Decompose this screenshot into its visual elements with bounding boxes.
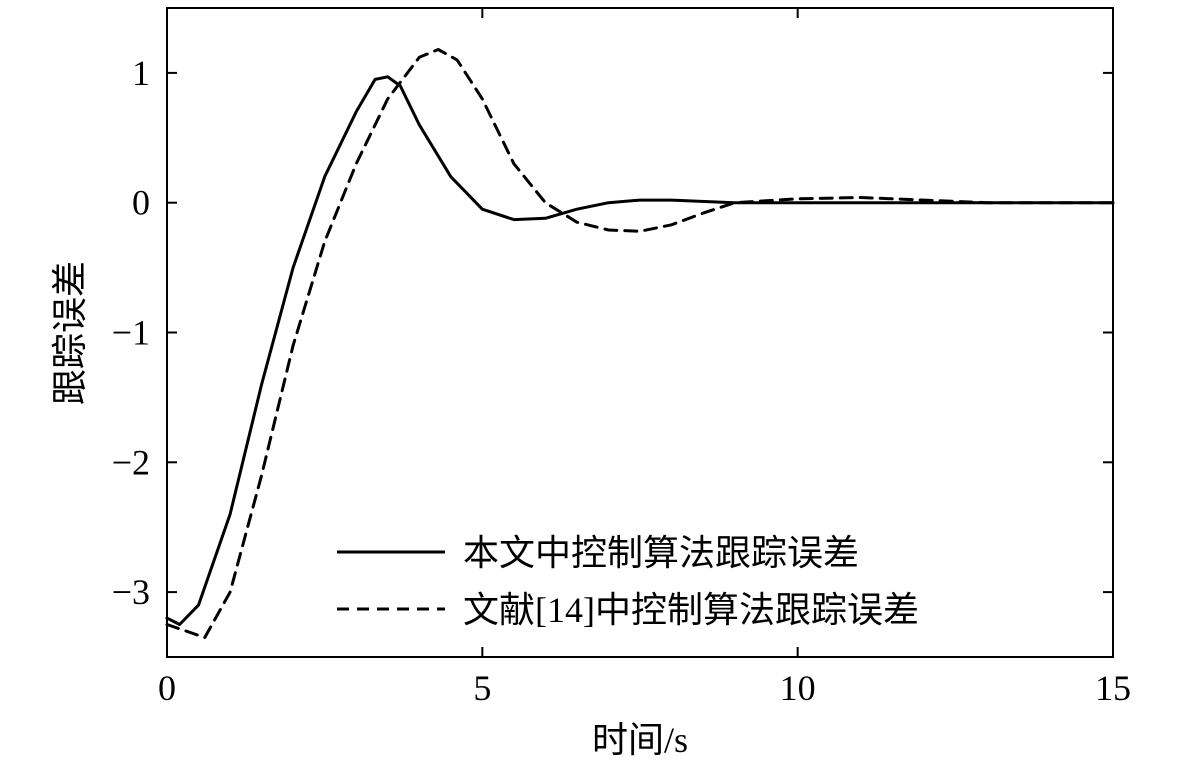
x-tick-label: 10 bbox=[780, 668, 816, 708]
series-layer bbox=[165, 48, 1115, 639]
legend-label-dashed: 文献[14]中控制算法跟踪误差 bbox=[463, 590, 919, 630]
series-line-solid bbox=[165, 75, 1115, 626]
y-tick-label: −1 bbox=[112, 313, 150, 353]
y-tick-label: −2 bbox=[112, 442, 150, 482]
y-axis-title: 跟踪误差 bbox=[50, 261, 90, 405]
x-tick-label: 0 bbox=[158, 668, 176, 708]
legend: 本文中控制算法跟踪误差 文献[14]中控制算法跟踪误差 bbox=[337, 533, 919, 630]
y-tick-label: 1 bbox=[132, 53, 150, 93]
x-tick-label: 15 bbox=[1095, 668, 1131, 708]
y-tick-label: 0 bbox=[132, 183, 150, 223]
x-tick-label: 5 bbox=[473, 668, 491, 708]
ticks-layer bbox=[166, 8, 1114, 657]
series-line-dashed bbox=[165, 48, 1115, 639]
y-tick-label: −3 bbox=[112, 572, 150, 612]
x-axis-title: 时间/s bbox=[592, 720, 688, 760]
legend-label-solid: 本文中控制算法跟踪误差 bbox=[463, 533, 859, 573]
